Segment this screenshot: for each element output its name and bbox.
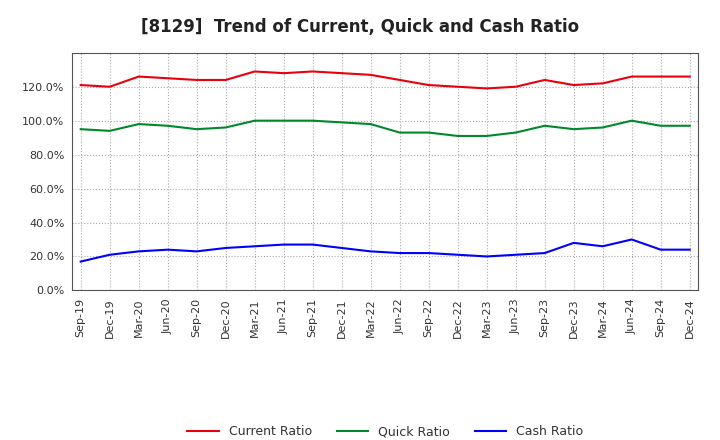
Quick Ratio bbox=[627, 118, 636, 123]
Cash Ratio bbox=[395, 250, 404, 256]
Cash Ratio bbox=[105, 252, 114, 257]
Current Ratio bbox=[627, 74, 636, 79]
Cash Ratio bbox=[366, 249, 375, 254]
Cash Ratio bbox=[338, 246, 346, 251]
Cash Ratio bbox=[308, 242, 317, 247]
Cash Ratio bbox=[163, 247, 172, 252]
Current Ratio bbox=[135, 74, 143, 79]
Line: Cash Ratio: Cash Ratio bbox=[81, 239, 690, 261]
Current Ratio bbox=[366, 72, 375, 77]
Line: Current Ratio: Current Ratio bbox=[81, 71, 690, 88]
Quick Ratio bbox=[135, 121, 143, 127]
Quick Ratio bbox=[163, 123, 172, 128]
Current Ratio bbox=[424, 82, 433, 88]
Cash Ratio bbox=[76, 259, 85, 264]
Cash Ratio bbox=[221, 246, 230, 251]
Cash Ratio bbox=[598, 244, 607, 249]
Current Ratio bbox=[454, 84, 462, 89]
Quick Ratio bbox=[570, 127, 578, 132]
Quick Ratio bbox=[192, 127, 201, 132]
Current Ratio bbox=[163, 76, 172, 81]
Current Ratio bbox=[251, 69, 259, 74]
Quick Ratio bbox=[221, 125, 230, 130]
Current Ratio bbox=[105, 84, 114, 89]
Quick Ratio bbox=[685, 123, 694, 128]
Quick Ratio bbox=[105, 128, 114, 133]
Quick Ratio bbox=[251, 118, 259, 123]
Cash Ratio bbox=[251, 244, 259, 249]
Quick Ratio bbox=[424, 130, 433, 135]
Current Ratio bbox=[308, 69, 317, 74]
Current Ratio bbox=[685, 74, 694, 79]
Current Ratio bbox=[511, 84, 520, 89]
Quick Ratio bbox=[308, 118, 317, 123]
Cash Ratio bbox=[541, 250, 549, 256]
Quick Ratio bbox=[76, 127, 85, 132]
Quick Ratio bbox=[541, 123, 549, 128]
Current Ratio bbox=[657, 74, 665, 79]
Quick Ratio bbox=[511, 130, 520, 135]
Quick Ratio bbox=[395, 130, 404, 135]
Cash Ratio bbox=[279, 242, 288, 247]
Current Ratio bbox=[395, 77, 404, 83]
Cash Ratio bbox=[454, 252, 462, 257]
Cash Ratio bbox=[424, 250, 433, 256]
Current Ratio bbox=[338, 70, 346, 76]
Quick Ratio bbox=[366, 121, 375, 127]
Cash Ratio bbox=[657, 247, 665, 252]
Quick Ratio bbox=[454, 133, 462, 139]
Cash Ratio bbox=[627, 237, 636, 242]
Cash Ratio bbox=[685, 247, 694, 252]
Current Ratio bbox=[279, 70, 288, 76]
Current Ratio bbox=[598, 81, 607, 86]
Current Ratio bbox=[570, 82, 578, 88]
Cash Ratio bbox=[511, 252, 520, 257]
Cash Ratio bbox=[482, 254, 491, 259]
Current Ratio bbox=[192, 77, 201, 83]
Cash Ratio bbox=[570, 240, 578, 246]
Legend: Current Ratio, Quick Ratio, Cash Ratio: Current Ratio, Quick Ratio, Cash Ratio bbox=[182, 420, 588, 440]
Quick Ratio bbox=[657, 123, 665, 128]
Quick Ratio bbox=[338, 120, 346, 125]
Quick Ratio bbox=[279, 118, 288, 123]
Cash Ratio bbox=[192, 249, 201, 254]
Cash Ratio bbox=[135, 249, 143, 254]
Quick Ratio bbox=[482, 133, 491, 139]
Quick Ratio bbox=[598, 125, 607, 130]
Current Ratio bbox=[221, 77, 230, 83]
Current Ratio bbox=[482, 86, 491, 91]
Text: [8129]  Trend of Current, Quick and Cash Ratio: [8129] Trend of Current, Quick and Cash … bbox=[141, 18, 579, 36]
Current Ratio bbox=[541, 77, 549, 83]
Current Ratio bbox=[76, 82, 85, 88]
Line: Quick Ratio: Quick Ratio bbox=[81, 121, 690, 136]
